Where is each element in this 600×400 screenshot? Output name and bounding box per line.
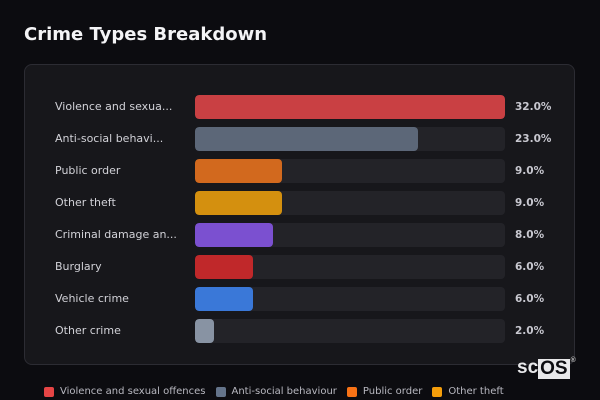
bar-fill — [195, 191, 283, 215]
bar-track — [195, 95, 505, 119]
bar-value: 9.0% — [515, 197, 545, 209]
bar-track — [195, 287, 505, 311]
bar-value: 23.0% — [515, 133, 552, 145]
bar-track — [195, 191, 505, 215]
legend-item[interactable]: Violence and sexual offences — [44, 386, 206, 397]
legend-swatch-icon — [215, 386, 226, 397]
legend-item[interactable]: Public order — [346, 386, 423, 397]
bar-label: Criminal damage an... — [55, 228, 177, 241]
bar-value: 6.0% — [515, 261, 545, 273]
bar-row: Anti-social behavi... 23.0% — [25, 127, 574, 151]
bar-fill — [195, 287, 254, 311]
bar-label: Anti-social behavi... — [55, 132, 164, 145]
bar-label: Vehicle crime — [55, 292, 129, 305]
bar-fill — [195, 255, 254, 279]
bar-label: Public order — [55, 164, 121, 177]
bar-label: Other crime — [55, 324, 121, 337]
legend-label: Anti-social behaviour — [231, 386, 337, 397]
bar-label: Other theft — [55, 196, 116, 209]
scos-logo: sc OS ® — [517, 357, 576, 379]
bar-fill — [195, 127, 418, 151]
bar-row: Burglary 6.0% — [25, 255, 574, 279]
bar-value: 2.0% — [515, 325, 545, 337]
bar-row: Vehicle crime 6.0% — [25, 287, 574, 311]
legend-label: Violence and sexual offences — [60, 386, 206, 397]
bar-value: 8.0% — [515, 229, 545, 241]
legend-label: Other theft — [448, 386, 504, 397]
registered-mark: ® — [570, 357, 576, 364]
bar-label: Burglary — [55, 260, 102, 273]
bar-value: 32.0% — [515, 101, 552, 113]
legend-item[interactable]: Other theft — [432, 386, 504, 397]
bar-row: Criminal damage an... 8.0% — [25, 223, 574, 247]
bar-row: Other crime 2.0% — [25, 319, 574, 343]
legend-swatch-icon — [432, 386, 443, 397]
legend-item[interactable]: Anti-social behaviour — [215, 386, 337, 397]
bar-fill — [195, 95, 505, 119]
bar-row: Public order 9.0% — [25, 159, 574, 183]
logo-boxed: OS — [538, 358, 570, 379]
bar-fill — [195, 319, 215, 343]
bar-track — [195, 127, 505, 151]
chart-card: Violence and sexua... 32.0% Anti-social b… — [24, 64, 575, 365]
bar-row: Violence and sexua... 32.0% — [25, 95, 574, 119]
legend-label: Public order — [362, 386, 423, 397]
chart-legend: Violence and sexual offences Anti-social… — [44, 386, 504, 397]
logo-prefix: sc — [517, 357, 539, 378]
bar-track — [195, 319, 505, 343]
bar-value: 6.0% — [515, 293, 545, 305]
legend-swatch-icon — [44, 386, 54, 397]
chart-title: Crime Types Breakdown — [24, 24, 268, 45]
bar-label: Violence and sexua... — [55, 100, 173, 113]
bar-fill — [195, 223, 273, 247]
bar-track — [195, 255, 505, 279]
bar-track — [195, 159, 505, 183]
bar-fill — [195, 159, 283, 183]
legend-swatch-icon — [346, 386, 357, 397]
bar-track — [195, 223, 505, 247]
bar-row: Other theft 9.0% — [25, 191, 574, 215]
bar-value: 9.0% — [515, 165, 545, 177]
